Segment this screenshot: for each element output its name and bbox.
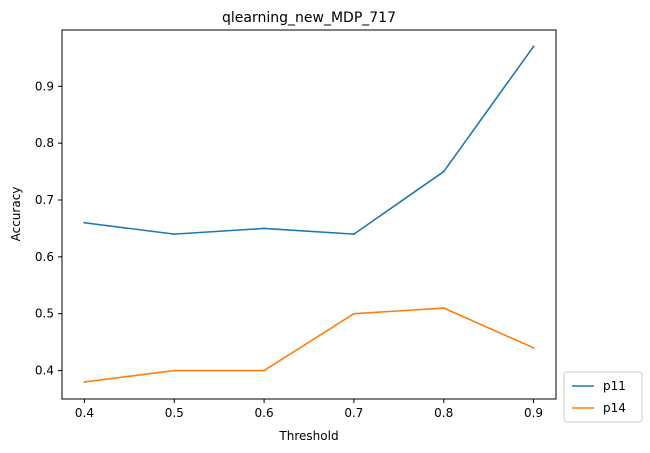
x-axis: 0.4 0.5 0.6 0.7 0.8 0.9 — [75, 399, 543, 420]
y-tick-label: 0.9 — [35, 79, 54, 93]
x-axis-label: Threshold — [278, 429, 338, 443]
y-tick-label: 0.6 — [35, 250, 54, 264]
data-point-p14 — [352, 312, 355, 315]
x-tick-label: 0.4 — [75, 406, 94, 420]
data-point-p14 — [442, 307, 445, 310]
data-point-p11 — [173, 233, 176, 236]
data-point-p11 — [352, 233, 355, 236]
data-point-p14 — [83, 380, 86, 383]
y-tick-label: 0.7 — [35, 193, 54, 207]
y-tick-label: 0.4 — [35, 364, 54, 378]
data-point-p11 — [532, 45, 535, 48]
x-tick-label: 0.5 — [165, 406, 184, 420]
series-line-p14 — [84, 307, 534, 383]
x-tick-label: 0.8 — [434, 406, 453, 420]
x-tick-label: 0.6 — [255, 406, 274, 420]
plot-frame — [61, 29, 557, 400]
legend-label-p11: p11 — [603, 379, 626, 393]
y-tick-label: 0.5 — [35, 307, 54, 321]
chart-title: qlearning_new_MDP_717 — [222, 10, 396, 26]
y-tick-label: 0.8 — [35, 136, 54, 150]
x-tick-label: 0.9 — [524, 406, 543, 420]
x-tick-label: 0.7 — [344, 406, 363, 420]
legend-box — [563, 371, 643, 423]
data-point-p14 — [263, 369, 266, 372]
legend: p11 p14 — [563, 371, 643, 423]
y-axis-label: Accuracy — [9, 187, 23, 242]
series-layer — [83, 45, 535, 383]
data-point-p14 — [173, 369, 176, 372]
data-point-p11 — [263, 227, 266, 230]
data-point-p11 — [442, 170, 445, 173]
data-point-p11 — [83, 221, 86, 224]
series-line-p11 — [84, 46, 535, 235]
y-axis: 0.4 0.5 0.6 0.7 0.8 0.9 — [35, 79, 62, 378]
legend-label-p14: p14 — [603, 401, 626, 415]
data-point-p14 — [532, 346, 535, 349]
